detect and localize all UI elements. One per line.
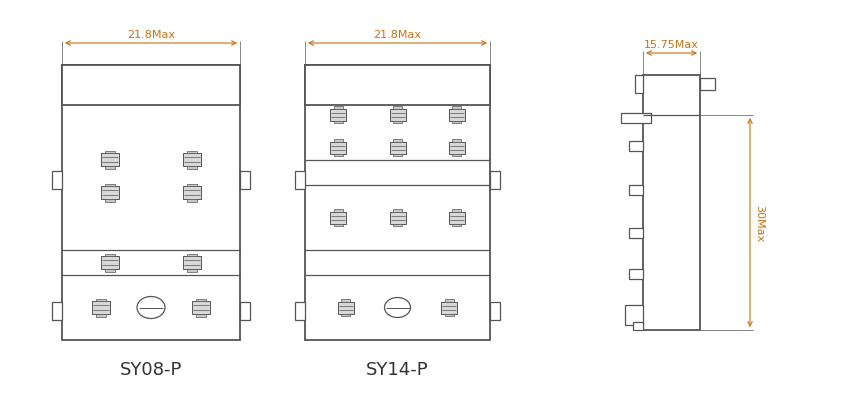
Bar: [452, 121, 461, 124]
Bar: [452, 140, 461, 142]
Bar: [620, 114, 650, 124]
Bar: [105, 269, 115, 272]
Bar: [330, 109, 346, 121]
Bar: [392, 107, 402, 109]
Bar: [187, 184, 197, 187]
Bar: [452, 209, 461, 212]
Bar: [187, 254, 197, 256]
Bar: [392, 224, 402, 226]
Bar: [196, 299, 206, 301]
Bar: [96, 299, 106, 301]
Bar: [240, 171, 250, 189]
Bar: [389, 142, 405, 154]
Bar: [96, 314, 106, 317]
Bar: [389, 109, 405, 121]
Bar: [330, 142, 346, 154]
Bar: [392, 209, 402, 212]
Bar: [192, 301, 209, 314]
Bar: [632, 322, 642, 330]
Bar: [187, 166, 197, 169]
Bar: [187, 269, 197, 272]
Bar: [389, 212, 405, 224]
Ellipse shape: [384, 298, 410, 318]
Ellipse shape: [137, 297, 165, 319]
Bar: [105, 254, 115, 256]
Bar: [333, 154, 343, 157]
Bar: [333, 107, 343, 109]
Bar: [490, 302, 500, 320]
Bar: [182, 256, 201, 269]
Bar: [182, 153, 201, 166]
Bar: [105, 151, 115, 153]
Bar: [92, 301, 110, 314]
Bar: [240, 302, 250, 320]
Text: SY08-P: SY08-P: [120, 360, 182, 378]
Bar: [101, 187, 119, 200]
Bar: [62, 66, 240, 340]
Bar: [305, 66, 490, 340]
Bar: [295, 302, 305, 320]
Text: 15.75Max: 15.75Max: [643, 40, 698, 50]
Text: 30Max: 30Max: [753, 205, 763, 241]
Bar: [490, 171, 500, 189]
Bar: [625, 305, 642, 325]
Bar: [448, 109, 464, 121]
Bar: [341, 314, 349, 316]
Bar: [101, 153, 119, 166]
Bar: [452, 224, 461, 226]
Bar: [105, 184, 115, 187]
Bar: [628, 185, 642, 195]
Bar: [52, 302, 62, 320]
Bar: [445, 314, 453, 316]
Text: 21.8Max: 21.8Max: [127, 30, 175, 40]
Bar: [105, 200, 115, 202]
Bar: [330, 212, 346, 224]
Text: 21.8Max: 21.8Max: [373, 30, 421, 40]
Bar: [445, 299, 453, 302]
Bar: [333, 224, 343, 226]
Bar: [628, 142, 642, 152]
Bar: [305, 66, 490, 106]
Text: SY14-P: SY14-P: [365, 360, 428, 378]
Bar: [333, 140, 343, 142]
Bar: [392, 121, 402, 124]
Bar: [699, 79, 714, 91]
Bar: [448, 142, 464, 154]
Bar: [187, 200, 197, 202]
Bar: [105, 166, 115, 169]
Bar: [295, 171, 305, 189]
Bar: [634, 76, 642, 94]
Bar: [338, 302, 354, 314]
Bar: [333, 209, 343, 212]
Bar: [642, 76, 699, 330]
Bar: [452, 107, 461, 109]
Bar: [341, 299, 349, 302]
Bar: [392, 140, 402, 142]
Bar: [196, 314, 206, 317]
Bar: [628, 228, 642, 239]
Bar: [333, 121, 343, 124]
Bar: [441, 302, 457, 314]
Bar: [52, 171, 62, 189]
Bar: [101, 256, 119, 269]
Bar: [182, 187, 201, 200]
Bar: [448, 212, 464, 224]
Bar: [187, 151, 197, 153]
Bar: [628, 269, 642, 279]
Bar: [62, 66, 240, 106]
Bar: [452, 154, 461, 157]
Bar: [392, 154, 402, 157]
